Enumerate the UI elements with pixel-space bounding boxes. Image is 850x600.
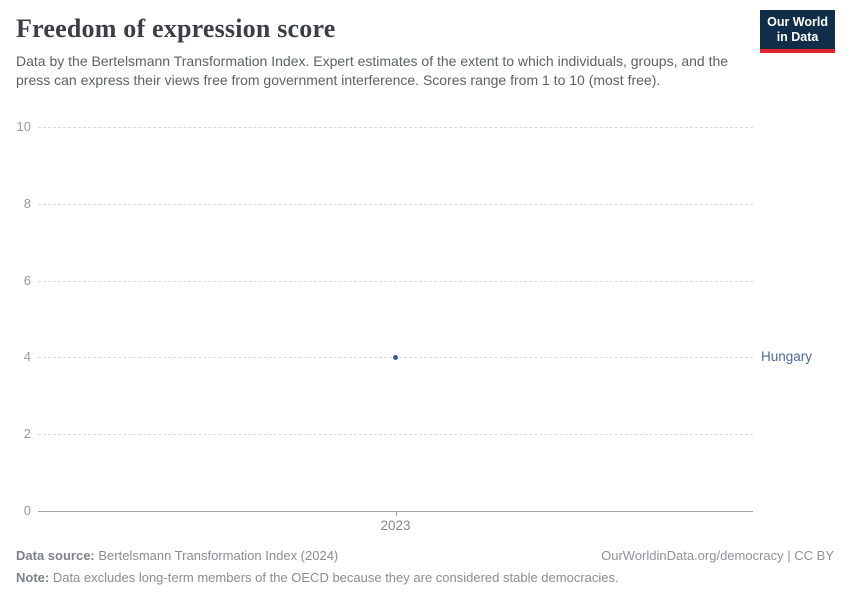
y-tick-label-0: 0 (23, 503, 31, 518)
chart-title: Freedom of expression score (16, 14, 336, 43)
entity-label-hungary[interactable]: Hungary (761, 349, 813, 365)
chart-footer: Data source: Bertelsmann Transformation … (16, 548, 834, 585)
owid-url-link[interactable]: OurWorldinData.org/democracy | CC BY (601, 548, 834, 563)
owid-logo-line2: in Data (776, 30, 819, 44)
data-point-hungary[interactable] (393, 354, 398, 360)
data-source-label: Data source: (16, 548, 95, 563)
gridline-y-2 (38, 434, 753, 436)
x-tick-2023 (395, 511, 397, 516)
y-tick-label-8: 8 (23, 195, 31, 211)
chart-subtitle: Data by the Bertelsmann Transformation I… (16, 53, 729, 88)
note-text: Note: Data excludes long-term members of… (16, 570, 619, 585)
y-tick-label-2: 2 (23, 426, 31, 442)
footer-line-source: Data source: Bertelsmann Transformation … (16, 548, 834, 563)
data-source-value: Bertelsmann Transformation Index (2024) (94, 548, 339, 563)
footer-line-note: Note: Data excludes long-term members of… (16, 570, 834, 585)
owid-logo[interactable]: Our World in Data (760, 10, 835, 53)
data-source-text: Data source: Bertelsmann Transformation … (16, 548, 338, 563)
gridline-y-10 (38, 127, 753, 128)
y-tick-label-4: 4 (23, 349, 31, 365)
gridline-y-8 (38, 203, 753, 205)
note-value: Data excludes long-term members of the O… (49, 570, 619, 585)
note-label: Note: (16, 570, 50, 585)
y-tick-label-6: 6 (23, 272, 31, 288)
gridline-y-6 (38, 280, 753, 282)
x-tick-label-2023: 2023 (380, 518, 411, 533)
owid-logo-line1: Our World (767, 15, 828, 29)
y-tick-label-10: 10 (16, 119, 31, 134)
